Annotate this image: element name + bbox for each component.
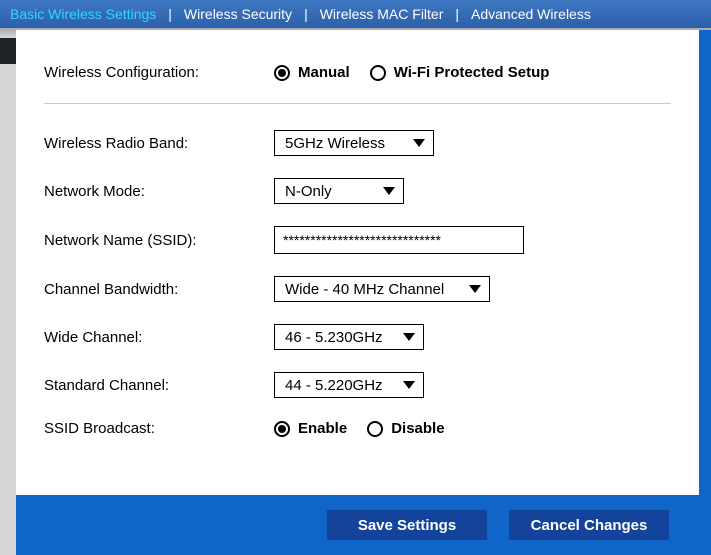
standard-channel-label: Standard Channel:: [44, 377, 274, 394]
radio-enable[interactable]: Enable: [274, 420, 347, 437]
radio-label: Enable: [298, 420, 347, 437]
footer-bar: Save Settings Cancel Changes: [16, 495, 699, 555]
chevron-down-icon: [469, 285, 481, 293]
radio-icon: [367, 421, 383, 437]
radio-disable[interactable]: Disable: [367, 420, 444, 437]
wide-channel-label: Wide Channel:: [44, 329, 274, 346]
standard-channel-select[interactable]: 44 - 5.220GHz: [274, 372, 424, 398]
select-value: 46 - 5.230GHz: [285, 329, 383, 346]
select-value: N-Only: [285, 183, 332, 200]
radio-icon: [274, 421, 290, 437]
chevron-down-icon: [383, 187, 395, 195]
ssid-broadcast-label: SSID Broadcast:: [44, 420, 274, 437]
ssid-broadcast-radio-group: Enable Disable: [274, 420, 671, 437]
bandwidth-select[interactable]: Wide - 40 MHz Channel: [274, 276, 490, 302]
select-value: Wide - 40 MHz Channel: [285, 281, 444, 298]
radio-band-label: Wireless Radio Band:: [44, 135, 274, 152]
chevron-down-icon: [403, 381, 415, 389]
tab-basic-wireless[interactable]: Basic Wireless Settings: [4, 6, 162, 22]
left-frame-stub: [0, 38, 16, 64]
chevron-down-icon: [413, 139, 425, 147]
nav-separator: |: [298, 6, 314, 22]
nav-separator: |: [449, 6, 465, 22]
ssid-input[interactable]: [274, 226, 524, 254]
radio-label: Manual: [298, 64, 350, 81]
select-value: 44 - 5.220GHz: [285, 377, 383, 394]
select-value: 5GHz Wireless: [285, 135, 385, 152]
tab-advanced-wireless[interactable]: Advanced Wireless: [465, 6, 597, 22]
radio-label: Wi-Fi Protected Setup: [394, 64, 550, 81]
content-frame: Wireless Configuration: Manual Wi-Fi Pro…: [16, 30, 711, 555]
radio-icon: [274, 65, 290, 81]
wireless-config-radio-group: Manual Wi-Fi Protected Setup: [274, 64, 671, 81]
wireless-config-label: Wireless Configuration:: [44, 64, 274, 81]
network-mode-select[interactable]: N-Only: [274, 178, 404, 204]
ssid-label: Network Name (SSID):: [44, 232, 274, 249]
tab-mac-filter[interactable]: Wireless MAC Filter: [314, 6, 450, 22]
nav-separator: |: [162, 6, 178, 22]
radio-band-select[interactable]: 5GHz Wireless: [274, 130, 434, 156]
tab-wireless-security[interactable]: Wireless Security: [178, 6, 298, 22]
bandwidth-label: Channel Bandwidth:: [44, 281, 274, 298]
radio-manual[interactable]: Manual: [274, 64, 350, 81]
top-nav: Basic Wireless Settings | Wireless Secur…: [0, 0, 711, 28]
radio-wps[interactable]: Wi-Fi Protected Setup: [370, 64, 550, 81]
radio-icon: [370, 65, 386, 81]
radio-label: Disable: [391, 420, 444, 437]
save-button[interactable]: Save Settings: [327, 510, 487, 540]
network-mode-label: Network Mode:: [44, 183, 274, 200]
chevron-down-icon: [403, 333, 415, 341]
cancel-button[interactable]: Cancel Changes: [509, 510, 669, 540]
settings-panel: Wireless Configuration: Manual Wi-Fi Pro…: [16, 30, 699, 495]
section-divider: [44, 103, 671, 104]
wide-channel-select[interactable]: 46 - 5.230GHz: [274, 324, 424, 350]
